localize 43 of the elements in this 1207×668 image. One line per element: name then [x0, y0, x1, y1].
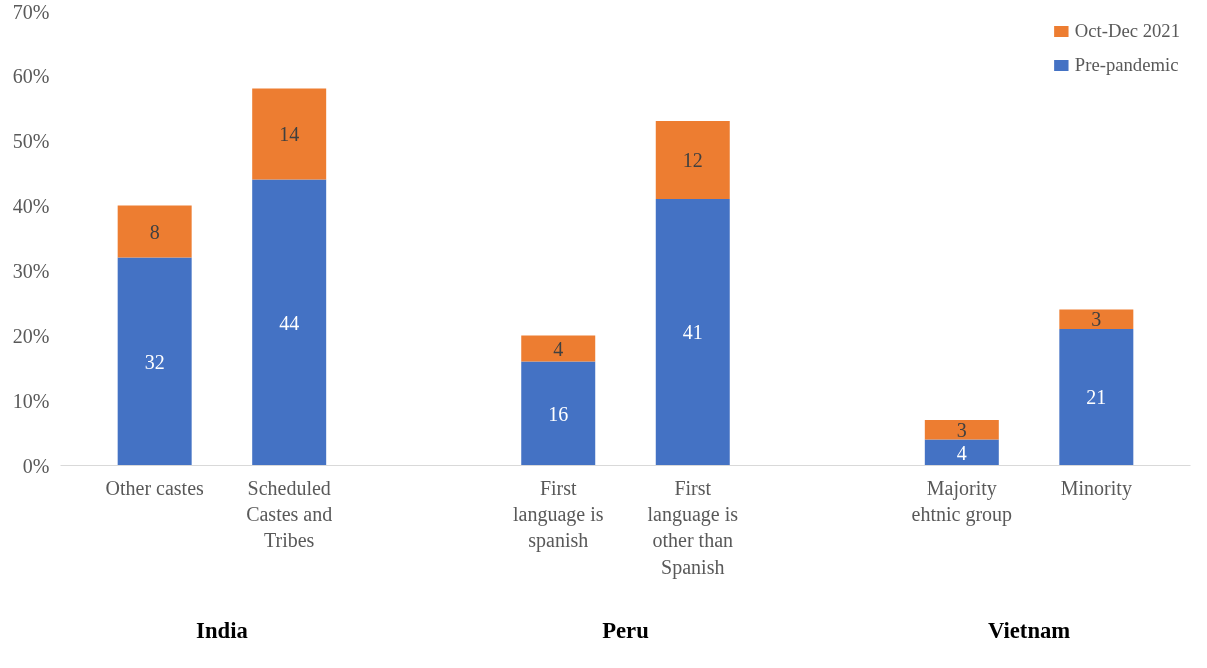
data-label: 3 — [1091, 308, 1102, 331]
data-label: 4 — [553, 337, 564, 360]
data-label: 21 — [1086, 386, 1107, 409]
bar — [1059, 329, 1134, 466]
text: Peru — [602, 618, 649, 643]
legend-label: Oct-Dec 2021 — [1074, 20, 1180, 42]
bar — [521, 335, 596, 362]
bar — [117, 257, 192, 466]
bar — [252, 179, 327, 466]
data-label: 3 — [956, 418, 967, 441]
x-tick-label: Scheduled Castes and Tribes — [246, 476, 333, 552]
bar — [521, 361, 596, 466]
x-tick-label: Other castes — [105, 476, 205, 499]
x-tick-label: Minority — [1060, 476, 1132, 500]
text: Vietnam — [987, 618, 1071, 643]
text: India — [196, 618, 248, 643]
bar — [117, 205, 192, 258]
x-tick-label: Majority ehtnic group — [911, 476, 1013, 526]
data-label: 12 — [682, 149, 703, 171]
y-tick-label: 0% — [22, 454, 50, 477]
x-tick-label: First language is other than Spanish — [647, 476, 739, 579]
bar — [924, 420, 999, 440]
y-tick-label: 60% — [12, 64, 50, 87]
y-tick-label: 50% — [12, 129, 50, 152]
bar — [924, 439, 999, 466]
data-label: 44 — [279, 311, 300, 334]
data-label: 14 — [279, 123, 300, 145]
legend-label: Pre-pandemic — [1074, 54, 1179, 76]
bar — [655, 121, 730, 199]
y-tick-label: 30% — [12, 259, 50, 282]
y-tick-label: 70% — [12, 0, 50, 23]
data-label: 41 — [682, 321, 703, 344]
data-label: 8 — [149, 220, 160, 243]
bar — [252, 88, 327, 180]
y-tick-label: 40% — [12, 194, 50, 217]
data-label: 32 — [144, 350, 165, 373]
y-tick-label: 10% — [12, 389, 50, 412]
y-tick-label: 20% — [12, 324, 50, 347]
data-label: 4 — [956, 441, 967, 464]
data-label: 16 — [548, 402, 569, 425]
x-tick-label: First language is spanish — [512, 476, 604, 553]
bar — [655, 199, 730, 466]
bar — [1059, 309, 1134, 329]
